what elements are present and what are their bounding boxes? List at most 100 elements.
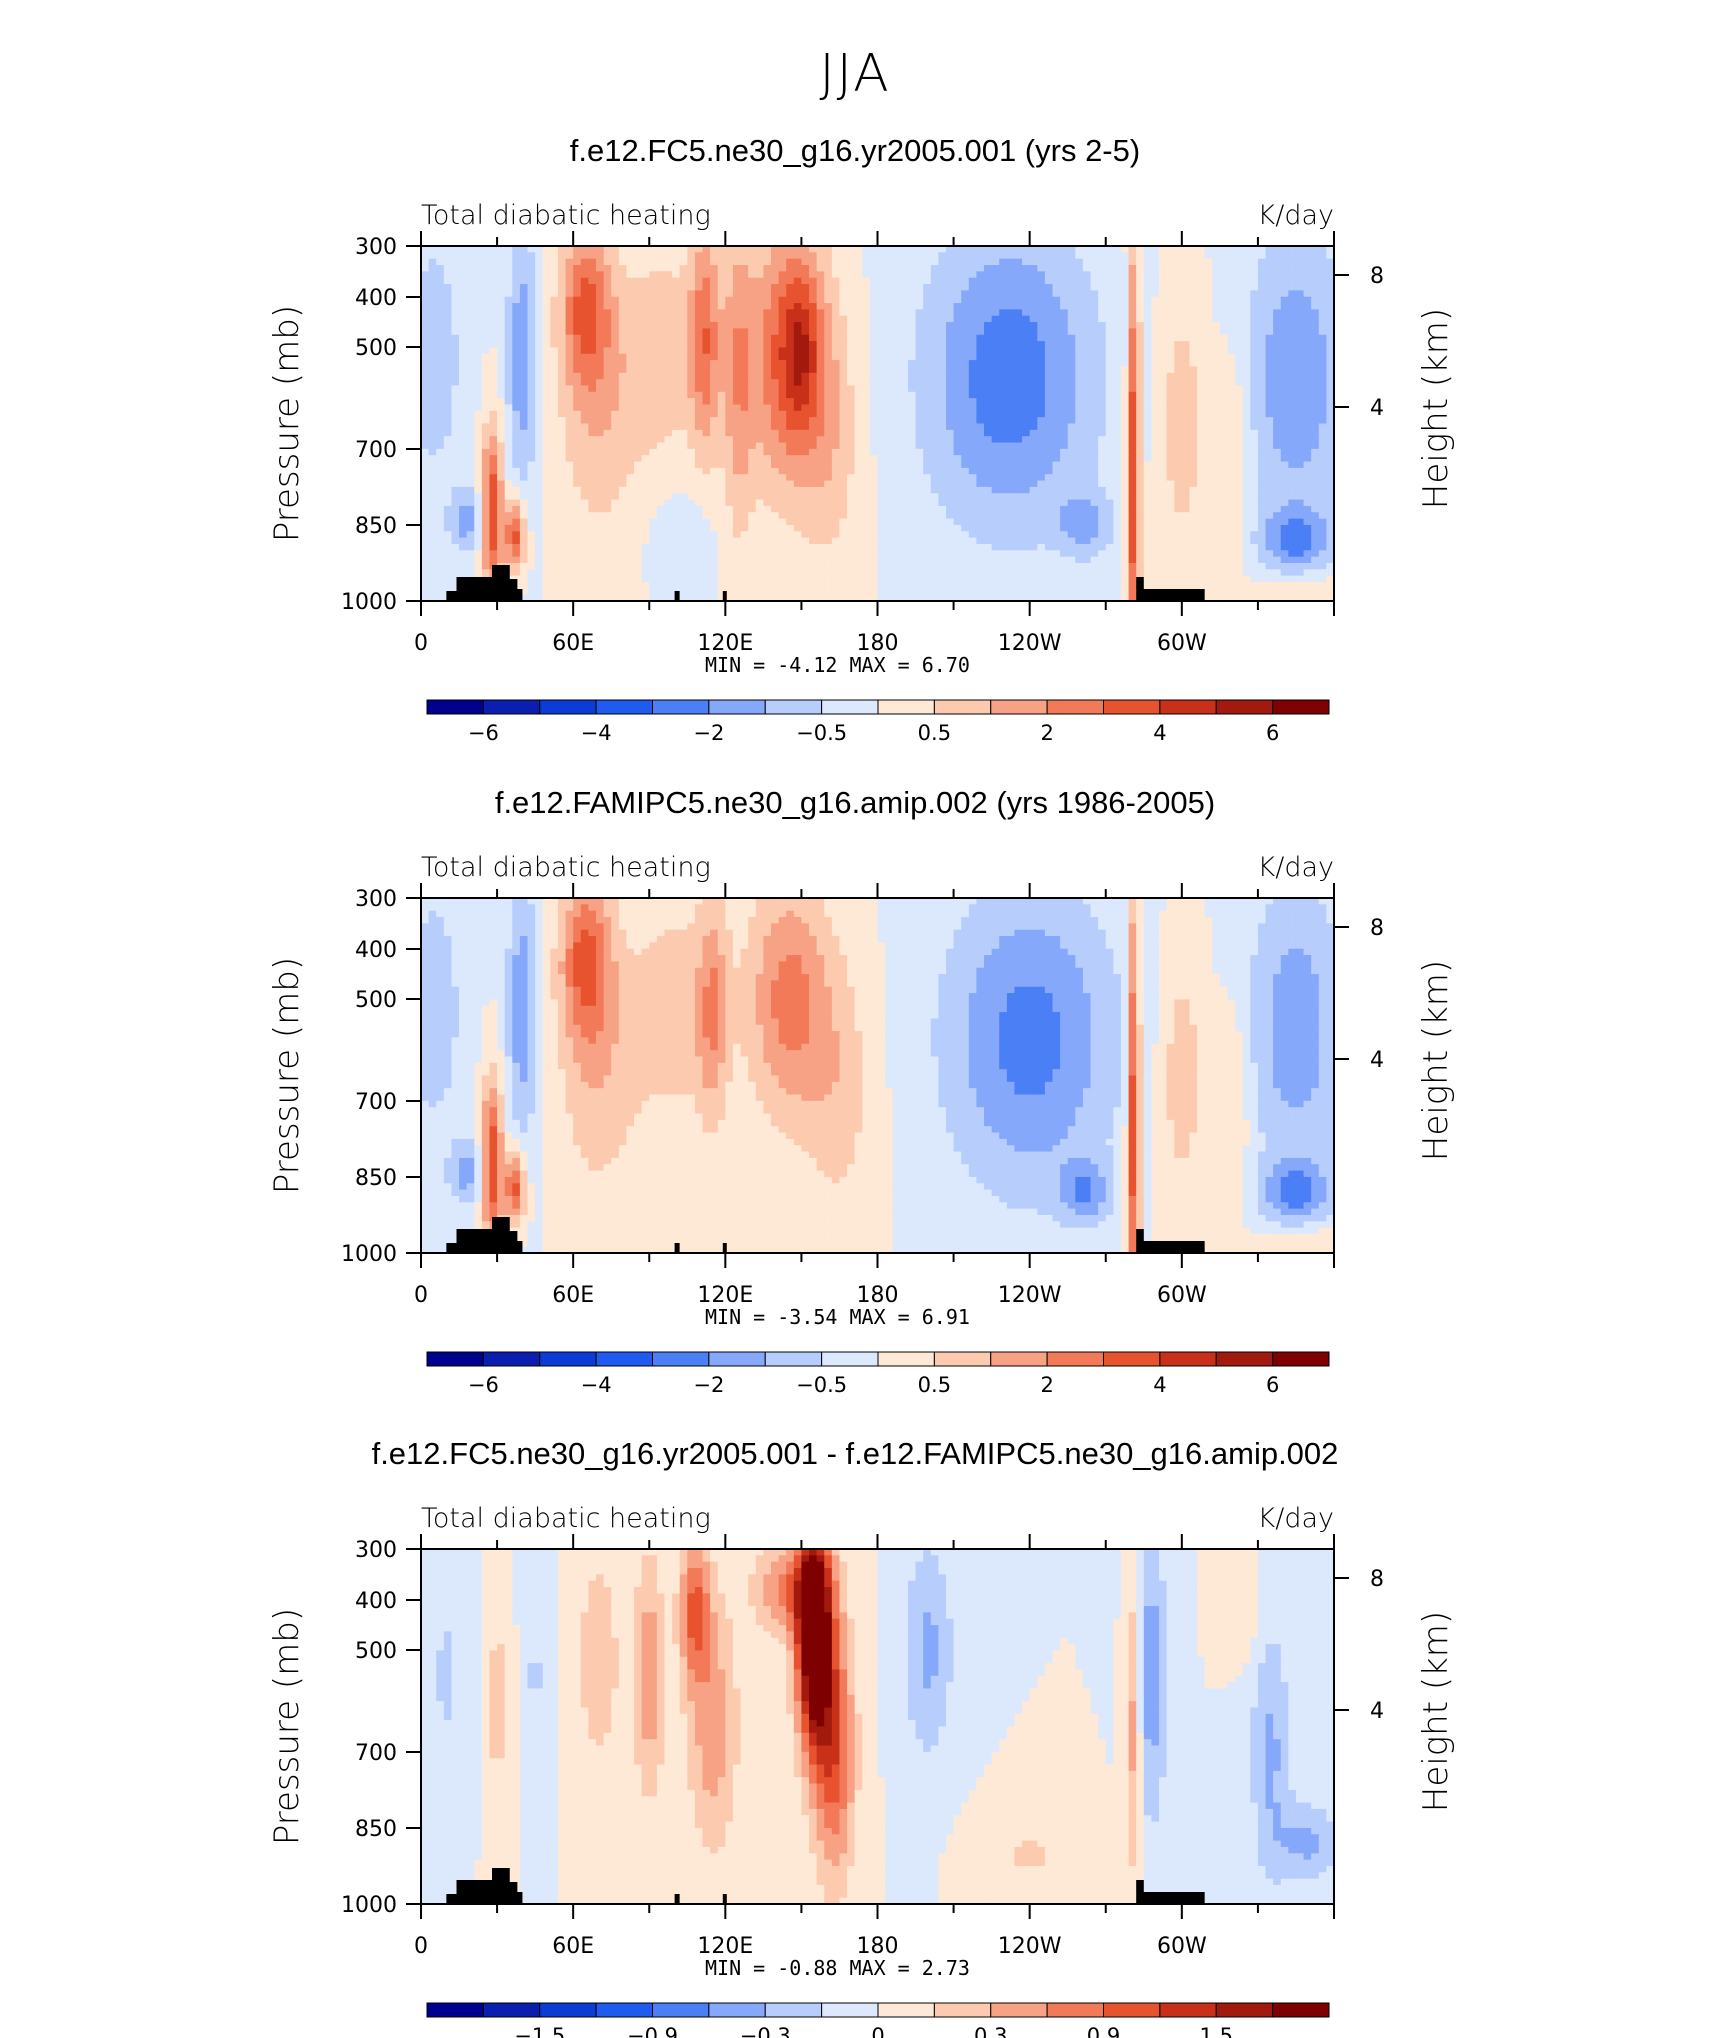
- heat-cell: [847, 474, 856, 482]
- heat-cell: [580, 360, 589, 368]
- heat-cell: [542, 480, 551, 488]
- heat-cell: [945, 417, 955, 425]
- heat-cell: [740, 429, 749, 437]
- heat-cell: [892, 448, 901, 456]
- heat-cell: [1204, 486, 1213, 494]
- heat-cell: [763, 467, 772, 475]
- heat-cell: [656, 296, 666, 304]
- heat-cell: [634, 429, 643, 437]
- heat-cell: [816, 493, 825, 501]
- heat-cell: [809, 493, 818, 501]
- heat-cell: [694, 271, 704, 279]
- heat-cell: [915, 499, 924, 507]
- heat-cell: [1159, 265, 1168, 272]
- heat-cell: [497, 385, 506, 393]
- heat-cell: [915, 315, 924, 323]
- heat-cell: [945, 391, 955, 399]
- heat-cell: [595, 480, 605, 488]
- heat-cell: [1120, 284, 1130, 291]
- heat-cell: [1212, 499, 1221, 507]
- heat-cell: [778, 277, 787, 285]
- heat-cell: [732, 493, 742, 501]
- heat-cell: [717, 290, 726, 298]
- heat-cell: [679, 486, 688, 494]
- heat-cell: [1113, 366, 1122, 374]
- heat-cell: [687, 474, 696, 482]
- heat-cell: [687, 486, 696, 494]
- heat-cell: [1067, 290, 1076, 298]
- heat-cell: [847, 322, 856, 330]
- heat-cell: [1075, 341, 1084, 349]
- heat-cell: [687, 417, 696, 425]
- heat-cell: [1044, 398, 1054, 406]
- heat-cell: [527, 385, 536, 393]
- heat-cell: [1067, 423, 1076, 431]
- heat-cell: [1166, 410, 1175, 418]
- heat-cell: [1067, 258, 1076, 266]
- heat-cell: [1189, 290, 1198, 298]
- heat-cell: [565, 436, 574, 444]
- heat-cell: [930, 379, 939, 387]
- heat-cell: [421, 341, 430, 349]
- heat-cell: [565, 448, 574, 456]
- heat-cell: [1326, 448, 1335, 456]
- heat-cell: [869, 505, 879, 513]
- heat-cell: [816, 379, 825, 387]
- heat-cell: [702, 372, 711, 380]
- heat-cell: [1128, 385, 1137, 393]
- heat-cell: [1120, 360, 1130, 368]
- heat-cell: [991, 461, 1000, 469]
- heat-cell: [1257, 429, 1267, 437]
- heat-cell: [1067, 322, 1076, 330]
- heat-cell: [1219, 423, 1229, 431]
- heat-cell: [976, 360, 985, 368]
- heat-cell: [945, 328, 955, 336]
- heat-cell: [443, 436, 453, 444]
- heat-cell: [732, 290, 742, 298]
- heat-cell: [443, 499, 453, 507]
- heat-cell: [580, 315, 589, 323]
- heat-cell: [877, 404, 886, 412]
- heat-cell: [1166, 322, 1175, 330]
- heat-cell: [626, 467, 635, 475]
- heat-cell: [976, 442, 985, 450]
- heat-cell: [816, 417, 825, 425]
- heat-cell: [443, 467, 453, 475]
- heat-cell: [1082, 284, 1092, 291]
- heat-cell: [1219, 385, 1229, 393]
- heat-cell: [938, 366, 947, 374]
- heat-cell: [466, 277, 475, 285]
- heat-cell: [672, 429, 681, 437]
- heat-cell: [1029, 436, 1038, 444]
- heat-cell: [778, 328, 787, 336]
- heat-cell: [1242, 277, 1251, 285]
- heat-cell: [573, 448, 582, 456]
- heat-cell: [1037, 353, 1046, 361]
- heat-cell: [1067, 277, 1076, 285]
- heat-cell: [481, 290, 491, 298]
- heat-cell: [1082, 391, 1092, 399]
- heat-cell: [725, 448, 734, 456]
- heat-cell: [885, 366, 894, 374]
- heat-cell: [831, 417, 841, 425]
- heat-cell: [968, 480, 978, 488]
- heat-cell: [519, 303, 529, 310]
- heat-cell: [938, 347, 947, 355]
- heat-cell: [1242, 334, 1251, 342]
- heat-cell: [634, 258, 643, 266]
- heat-cell: [694, 423, 704, 431]
- heat-cell: [900, 258, 909, 266]
- heat-cell: [466, 429, 475, 437]
- heat-cell: [557, 474, 567, 482]
- heat-cell: [740, 341, 749, 349]
- heat-cell: [717, 467, 726, 475]
- heat-cell: [968, 347, 978, 355]
- heat-cell: [1006, 398, 1016, 406]
- heat-cell: [679, 328, 688, 336]
- heat-cell: [535, 429, 544, 437]
- heat-cell: [740, 461, 749, 469]
- heat-cell: [1113, 372, 1122, 380]
- heat-cell: [595, 474, 605, 482]
- heat-cell: [1242, 474, 1251, 482]
- heat-cell: [1090, 372, 1099, 380]
